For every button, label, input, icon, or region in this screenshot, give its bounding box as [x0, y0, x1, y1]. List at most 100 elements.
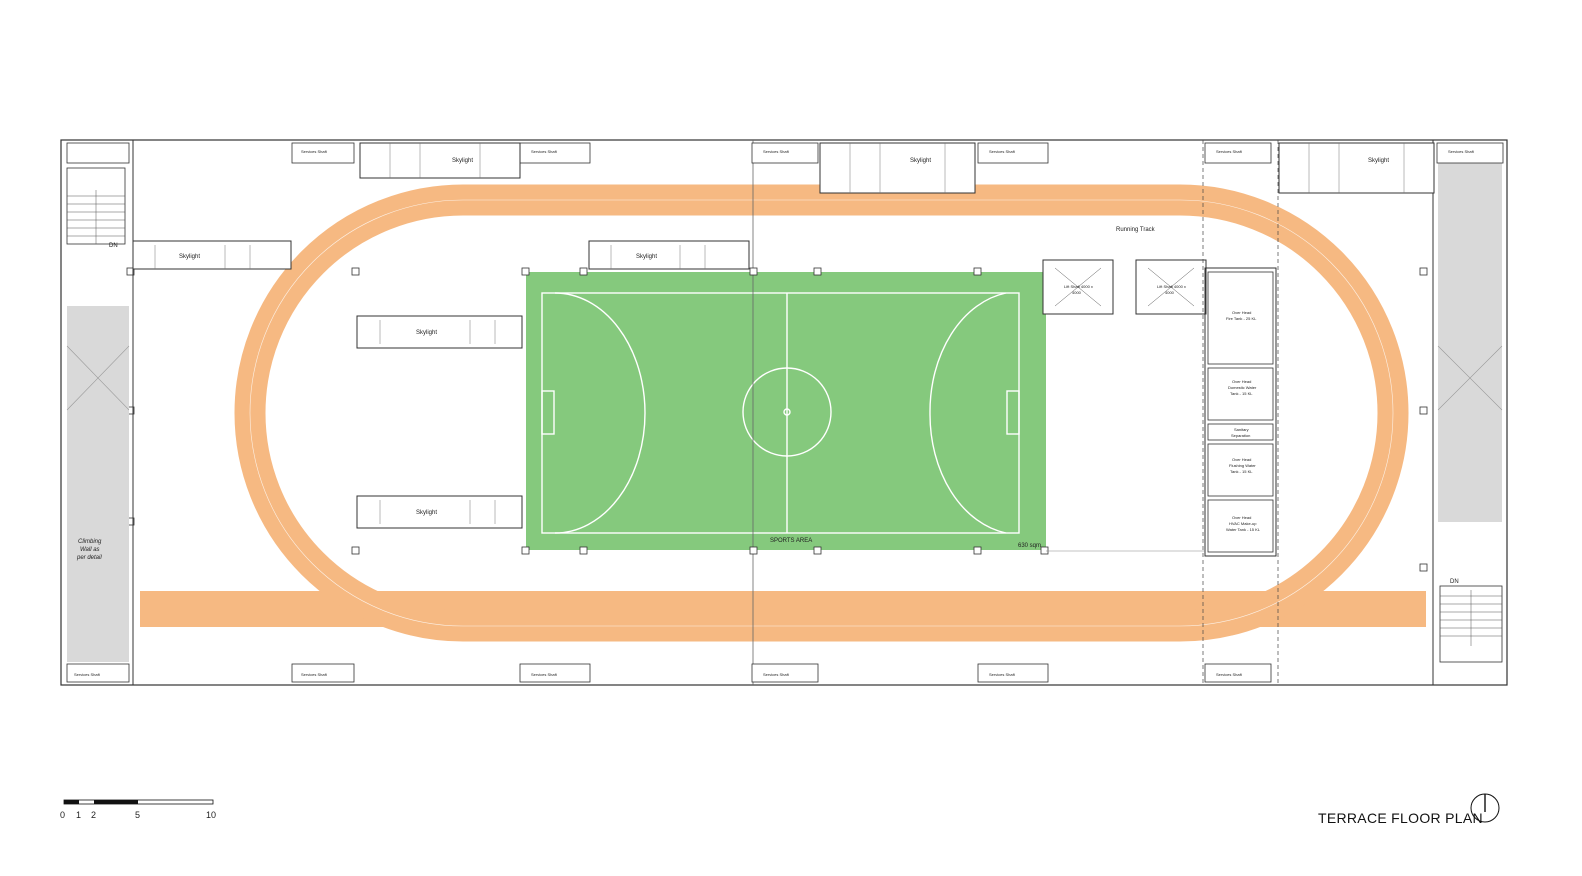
tank-label: Separation	[1231, 433, 1250, 438]
void-cross	[1437, 345, 1503, 411]
column	[351, 546, 360, 555]
services-shaft-label: Services Shaft	[531, 672, 558, 677]
water-tanks	[1207, 271, 1274, 553]
column	[813, 267, 822, 276]
sanitary-separation	[1207, 423, 1274, 441]
services-shaft	[977, 663, 1049, 683]
skylight	[359, 142, 521, 179]
north-arrow-icon	[1470, 793, 1500, 823]
column	[1419, 563, 1428, 572]
skylight	[356, 495, 523, 529]
left-penalty-arc	[554, 292, 646, 534]
services-shaft-label: Services Shaft	[301, 149, 328, 154]
skylight-label: Skylight	[179, 254, 200, 260]
skylight-label: Skylight	[636, 254, 657, 260]
services-shaft	[1204, 142, 1272, 164]
scale-tick: 10	[206, 810, 216, 820]
tank-label: Over Head	[1232, 310, 1251, 315]
services-shaft	[519, 663, 591, 683]
skylight-label: Skylight	[452, 158, 473, 164]
columns	[126, 267, 1428, 572]
services-shaft	[1204, 663, 1272, 683]
tank-label: HVAC Make-up	[1229, 521, 1257, 526]
services-shaft	[751, 663, 819, 683]
column	[579, 546, 588, 555]
services-shaft	[66, 663, 130, 683]
skylight	[356, 315, 523, 349]
climbing-wall-label-3: per detail	[76, 555, 102, 561]
skylight-mullions	[154, 143, 1405, 524]
hvac-water-tank	[1207, 499, 1274, 553]
skylight-label: Skylight	[416, 330, 437, 336]
sports-area-size: 630 sqm	[1018, 543, 1041, 549]
services-shaft-label: Services Shaft	[1216, 149, 1243, 154]
right-core	[1432, 139, 1508, 686]
scale-tick: 5	[135, 810, 140, 820]
tank-block	[1204, 267, 1277, 557]
flushing-water-tank	[1207, 443, 1274, 497]
column	[973, 267, 982, 276]
tank-label: Sanitary	[1234, 427, 1249, 432]
column	[351, 267, 360, 276]
tank-label: Fire Tank - 25 KL	[1226, 316, 1257, 321]
tank-label: Over Head	[1232, 515, 1251, 520]
services-shaft	[291, 142, 355, 164]
right-penalty-arc	[929, 292, 1007, 534]
column	[1040, 546, 1049, 555]
skylights	[132, 142, 1435, 529]
column	[1419, 267, 1428, 276]
right-stair-dn: DN	[1450, 579, 1459, 585]
column	[1419, 406, 1428, 415]
skylight	[588, 240, 750, 270]
services-shaft-label: Services Shaft	[1216, 672, 1243, 677]
scale-tick: 1	[76, 810, 81, 820]
services-shaft	[291, 663, 355, 683]
skylight-label: Skylight	[910, 158, 931, 164]
services-shaft-label: Services Shaft	[989, 149, 1016, 154]
column	[749, 546, 758, 555]
field-markings	[541, 292, 1020, 534]
scale-tick: 2	[91, 810, 96, 820]
domestic-water-tank	[1207, 367, 1274, 421]
left-core	[60, 139, 134, 686]
lift-shaft-label: Lift Shaft 4000 x	[1157, 284, 1186, 289]
lift-shaft-label: 4000	[1165, 290, 1175, 295]
right-void-zone	[1438, 160, 1502, 522]
services-shaft-label: Services Shaft	[989, 672, 1016, 677]
services-shaft-label: Services Shaft	[301, 672, 328, 677]
column	[521, 546, 530, 555]
right-stair-treads	[1440, 590, 1502, 646]
lift-shaft-cross	[1054, 267, 1195, 307]
fire-tank	[1207, 271, 1274, 365]
column	[813, 546, 822, 555]
center-spot	[783, 408, 791, 416]
void-cross	[66, 345, 130, 411]
services-shaft	[977, 142, 1049, 164]
right-goal-box	[1006, 390, 1020, 435]
services-shaft-label: Services Shaft	[763, 149, 790, 154]
services-shaft	[751, 142, 819, 164]
climbing-wall-zone	[67, 306, 129, 662]
scale-bar	[63, 799, 214, 805]
column	[749, 267, 758, 276]
running-track-label: Running Track	[1116, 227, 1156, 233]
skylight-label: Skylight	[416, 510, 437, 516]
skylight-label: Skylight	[1368, 158, 1389, 164]
tank-label: Tank - 15 KL	[1230, 469, 1253, 474]
tank-label: Tank - 15 KL	[1230, 391, 1253, 396]
scale-tick: 0	[60, 810, 65, 820]
services-shaft	[1436, 142, 1504, 164]
left-goal-box	[541, 390, 555, 435]
lift-shaft-label: 4000	[1072, 290, 1082, 295]
track-lane-line	[249, 199, 1394, 627]
skylight	[1278, 142, 1435, 194]
tank-label: Flushing Water	[1229, 463, 1256, 468]
bottom-services-shafts	[66, 663, 1272, 683]
center-circle	[742, 367, 832, 457]
column	[126, 267, 135, 276]
left-stair-dn: DN	[109, 243, 118, 249]
services-shaft-label: Services Shaft	[763, 672, 790, 677]
lift-shaft-label: Lift Shaft 4000 x	[1064, 284, 1093, 289]
tank-label: Over Head	[1232, 379, 1251, 384]
